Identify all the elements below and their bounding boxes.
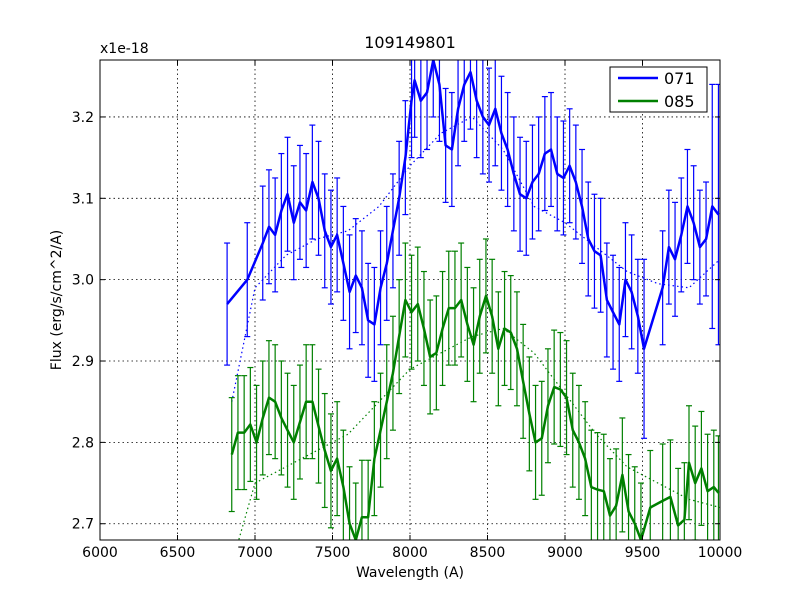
x-tick-label: 6000 — [82, 545, 118, 561]
series-line-085 — [230, 294, 720, 540]
chart-title: 109149801 — [364, 33, 456, 52]
legend-label-071: 071 — [664, 69, 695, 88]
x-tick-label: 8000 — [392, 545, 428, 561]
x-tick-label: 9000 — [547, 545, 583, 561]
x-tick-label: 10000 — [698, 545, 743, 561]
y-axis-label: Flux (erg/s/cm^2/A) — [49, 230, 65, 370]
plot-frame — [99, 59, 721, 541]
legend-box — [609, 66, 708, 113]
x-tick-label: 9500 — [625, 545, 661, 561]
x-tick-label: 8500 — [470, 545, 506, 561]
x-tick-label: 6500 — [160, 545, 196, 561]
model-line-085 — [238, 327, 720, 540]
y-tick-label: 2.9 — [72, 354, 94, 370]
y-tick-label: 2.8 — [72, 435, 94, 451]
x-tick-label: 7500 — [315, 545, 351, 561]
x-tick-label: 7000 — [237, 545, 273, 561]
legend-label-085: 085 — [664, 92, 695, 111]
y-tick-label: 3.2 — [72, 110, 94, 126]
series-line-071 — [226, 60, 720, 351]
x-axis-label: Wavelength (A) — [356, 565, 464, 581]
ticks: 6000 6500 7000 7500 8000 8500 9000 9500 10000 2.7… — [72, 60, 743, 561]
y-tick-label: 3.1 — [72, 191, 94, 207]
y-tick-label: 3.0 — [72, 273, 94, 289]
legend: 071 085 — [609, 66, 708, 113]
y-tick-label: 2.7 — [72, 517, 94, 533]
data-layer — [224, 60, 720, 540]
y-multiplier: x1e-18 — [100, 41, 149, 57]
